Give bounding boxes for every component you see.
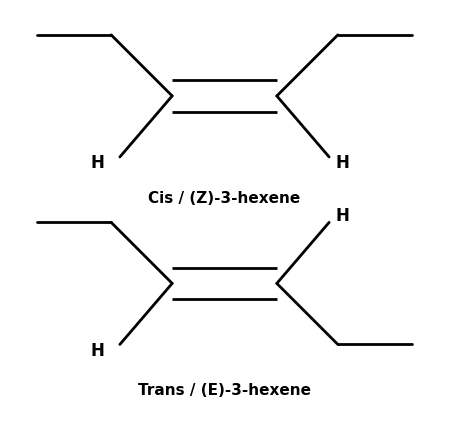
Text: H: H [91, 342, 105, 360]
Text: H: H [336, 154, 350, 173]
Text: H: H [91, 154, 105, 173]
Text: Trans / (E)-3-hexene: Trans / (E)-3-hexene [138, 383, 311, 398]
Text: Cis / (Z)-3-hexene: Cis / (Z)-3-hexene [148, 191, 301, 206]
Text: H: H [336, 207, 350, 225]
